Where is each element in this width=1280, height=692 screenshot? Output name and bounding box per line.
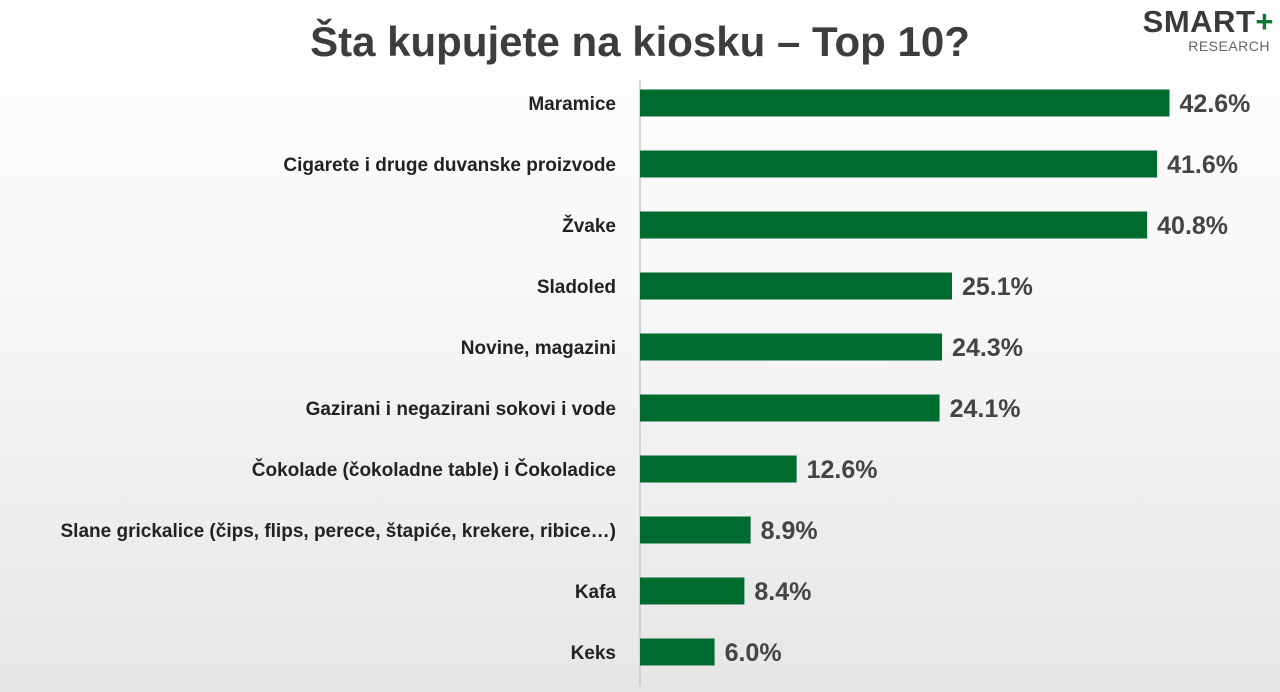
value-label: 8.4% bbox=[754, 578, 811, 606]
chart-title: Šta kupujete na kiosku – Top 10? bbox=[310, 18, 970, 65]
logo-plus-icon: + bbox=[1255, 4, 1274, 39]
bar bbox=[640, 89, 1170, 117]
logo-main-text: SMART bbox=[1142, 4, 1256, 39]
bar bbox=[640, 516, 751, 544]
value-label: 42.6% bbox=[1180, 90, 1251, 118]
value-label: 6.0% bbox=[725, 639, 782, 667]
bar bbox=[640, 577, 745, 605]
category-label: Sladoled bbox=[537, 277, 616, 298]
bar bbox=[640, 455, 797, 483]
value-label: 40.8% bbox=[1157, 212, 1228, 240]
bar bbox=[640, 150, 1158, 178]
bar bbox=[640, 272, 952, 300]
category-label: Kafa bbox=[575, 582, 617, 603]
logo-subtitle: RESEARCH bbox=[1188, 38, 1270, 54]
bars-group: Maramice 42.6% Cigarete i druge duvanske p… bbox=[61, 89, 1251, 667]
bar bbox=[640, 211, 1148, 239]
category-label: Maramice bbox=[528, 94, 616, 115]
category-label: Čokolade (čokoladne table) i Čokoladice bbox=[252, 459, 616, 481]
category-label: Novine, magazini bbox=[461, 338, 616, 359]
value-label: 24.3% bbox=[952, 334, 1023, 362]
category-label: Gazirani i negazirani sokovi i vode bbox=[306, 399, 616, 420]
value-label: 24.1% bbox=[950, 395, 1021, 423]
bar bbox=[640, 638, 715, 666]
category-label: Cigarete i druge duvanske proizvode bbox=[283, 155, 616, 176]
logo-wordmark: SMART+ bbox=[1114, 6, 1274, 38]
smart-research-logo: SMART+ RESEARCH bbox=[1114, 6, 1274, 58]
category-label: Žvake bbox=[562, 215, 616, 237]
bar bbox=[640, 333, 943, 361]
value-label: 41.6% bbox=[1167, 151, 1238, 179]
bar bbox=[640, 394, 940, 422]
category-label: Keks bbox=[571, 643, 616, 664]
value-label: 8.9% bbox=[761, 517, 818, 545]
value-label: 25.1% bbox=[962, 273, 1033, 301]
value-label: 12.6% bbox=[807, 456, 878, 484]
category-label: Slane grickalice (čips, flips, perece, š… bbox=[61, 521, 617, 542]
